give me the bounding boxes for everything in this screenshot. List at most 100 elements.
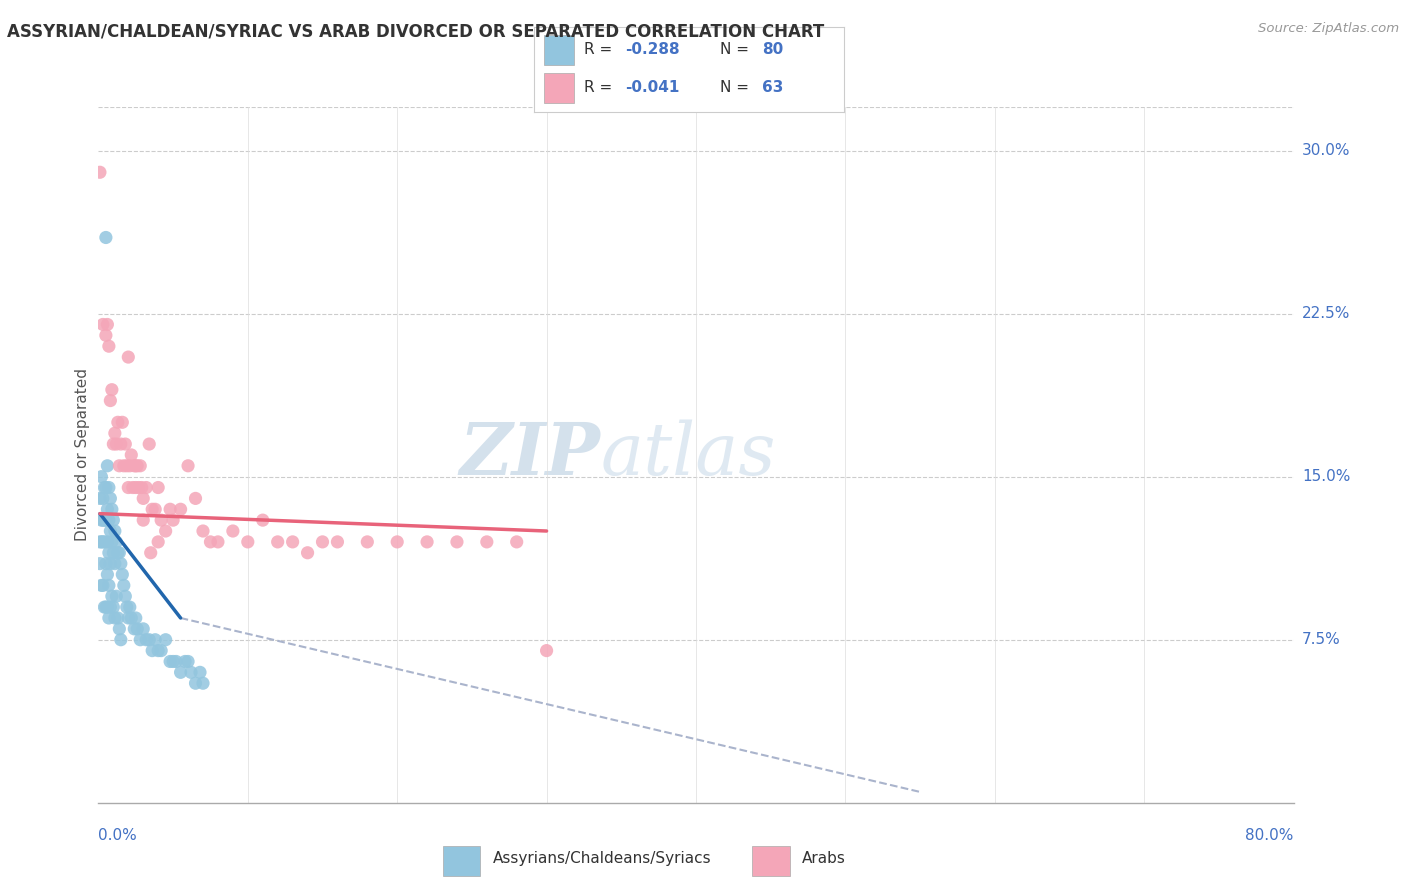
Point xyxy=(169,665,191,680)
Point xyxy=(110,437,132,451)
Point xyxy=(91,491,114,506)
Text: 22.5%: 22.5% xyxy=(1302,306,1350,321)
FancyBboxPatch shape xyxy=(544,36,575,65)
Point xyxy=(94,481,117,495)
Text: 7.5%: 7.5% xyxy=(1302,632,1340,648)
Text: 30.0%: 30.0% xyxy=(1302,143,1350,158)
Point xyxy=(94,328,117,343)
Point xyxy=(180,665,202,680)
Point xyxy=(132,513,155,527)
Point xyxy=(159,655,181,669)
Point xyxy=(101,589,124,603)
Point xyxy=(129,632,152,647)
Point xyxy=(150,643,173,657)
Point xyxy=(93,481,115,495)
Point xyxy=(97,481,120,495)
Point xyxy=(94,230,117,244)
Point xyxy=(326,535,349,549)
Point xyxy=(132,622,155,636)
Point xyxy=(297,546,319,560)
Point xyxy=(129,458,152,473)
Point xyxy=(107,546,129,560)
Point xyxy=(111,567,134,582)
Point xyxy=(148,535,170,549)
Point xyxy=(236,535,259,549)
Point xyxy=(93,535,115,549)
Point xyxy=(90,535,112,549)
Point xyxy=(148,643,170,657)
Point xyxy=(97,546,120,560)
Text: R =: R = xyxy=(583,80,617,95)
Point xyxy=(127,458,149,473)
Text: 63: 63 xyxy=(762,80,783,95)
Point xyxy=(138,437,160,451)
Point xyxy=(89,491,111,506)
Point xyxy=(117,611,139,625)
Point xyxy=(536,643,558,657)
Point xyxy=(94,513,117,527)
Point xyxy=(103,437,125,451)
Point xyxy=(103,600,125,615)
Point xyxy=(90,513,112,527)
Point xyxy=(90,578,112,592)
Point xyxy=(98,393,122,408)
Point xyxy=(96,535,118,549)
Point xyxy=(108,546,131,560)
Point xyxy=(120,448,142,462)
Point xyxy=(139,546,162,560)
Point xyxy=(96,567,118,582)
Point xyxy=(162,513,184,527)
Point xyxy=(101,383,124,397)
Point xyxy=(97,513,120,527)
Text: R =: R = xyxy=(583,42,617,57)
Point xyxy=(89,535,111,549)
Point xyxy=(105,437,128,451)
Point xyxy=(184,491,207,506)
Point xyxy=(96,458,118,473)
Point xyxy=(115,600,138,615)
Point xyxy=(89,165,111,179)
Text: Source: ZipAtlas.com: Source: ZipAtlas.com xyxy=(1258,22,1399,36)
Point xyxy=(117,481,139,495)
Point xyxy=(104,611,127,625)
Point xyxy=(148,481,170,495)
Point xyxy=(93,600,115,615)
Point xyxy=(111,415,134,429)
Point xyxy=(110,557,132,571)
Point xyxy=(184,676,207,690)
Point xyxy=(107,415,129,429)
Point xyxy=(356,535,378,549)
Point xyxy=(177,655,200,669)
Point xyxy=(174,655,197,669)
Point xyxy=(188,665,211,680)
Y-axis label: Divorced or Separated: Divorced or Separated xyxy=(75,368,90,541)
Point xyxy=(155,524,177,538)
Point xyxy=(96,600,118,615)
Point xyxy=(281,535,304,549)
Point xyxy=(125,481,148,495)
Point xyxy=(162,655,184,669)
Point xyxy=(385,535,409,549)
Point xyxy=(104,524,127,538)
Point xyxy=(191,676,214,690)
Point xyxy=(108,458,131,473)
Point xyxy=(94,557,117,571)
Point xyxy=(143,632,166,647)
Point xyxy=(311,535,333,549)
Text: -0.041: -0.041 xyxy=(626,80,681,95)
Point xyxy=(93,513,115,527)
Text: 15.0%: 15.0% xyxy=(1302,469,1350,484)
Text: 80: 80 xyxy=(762,42,783,57)
Point xyxy=(94,600,117,615)
Point xyxy=(98,600,122,615)
Point xyxy=(117,350,139,364)
Point xyxy=(200,535,222,549)
Point xyxy=(108,622,131,636)
Point xyxy=(165,655,187,669)
Point xyxy=(97,611,120,625)
Point xyxy=(252,513,274,527)
Point xyxy=(128,481,150,495)
Point xyxy=(506,535,529,549)
Point xyxy=(105,589,128,603)
FancyBboxPatch shape xyxy=(544,73,575,103)
